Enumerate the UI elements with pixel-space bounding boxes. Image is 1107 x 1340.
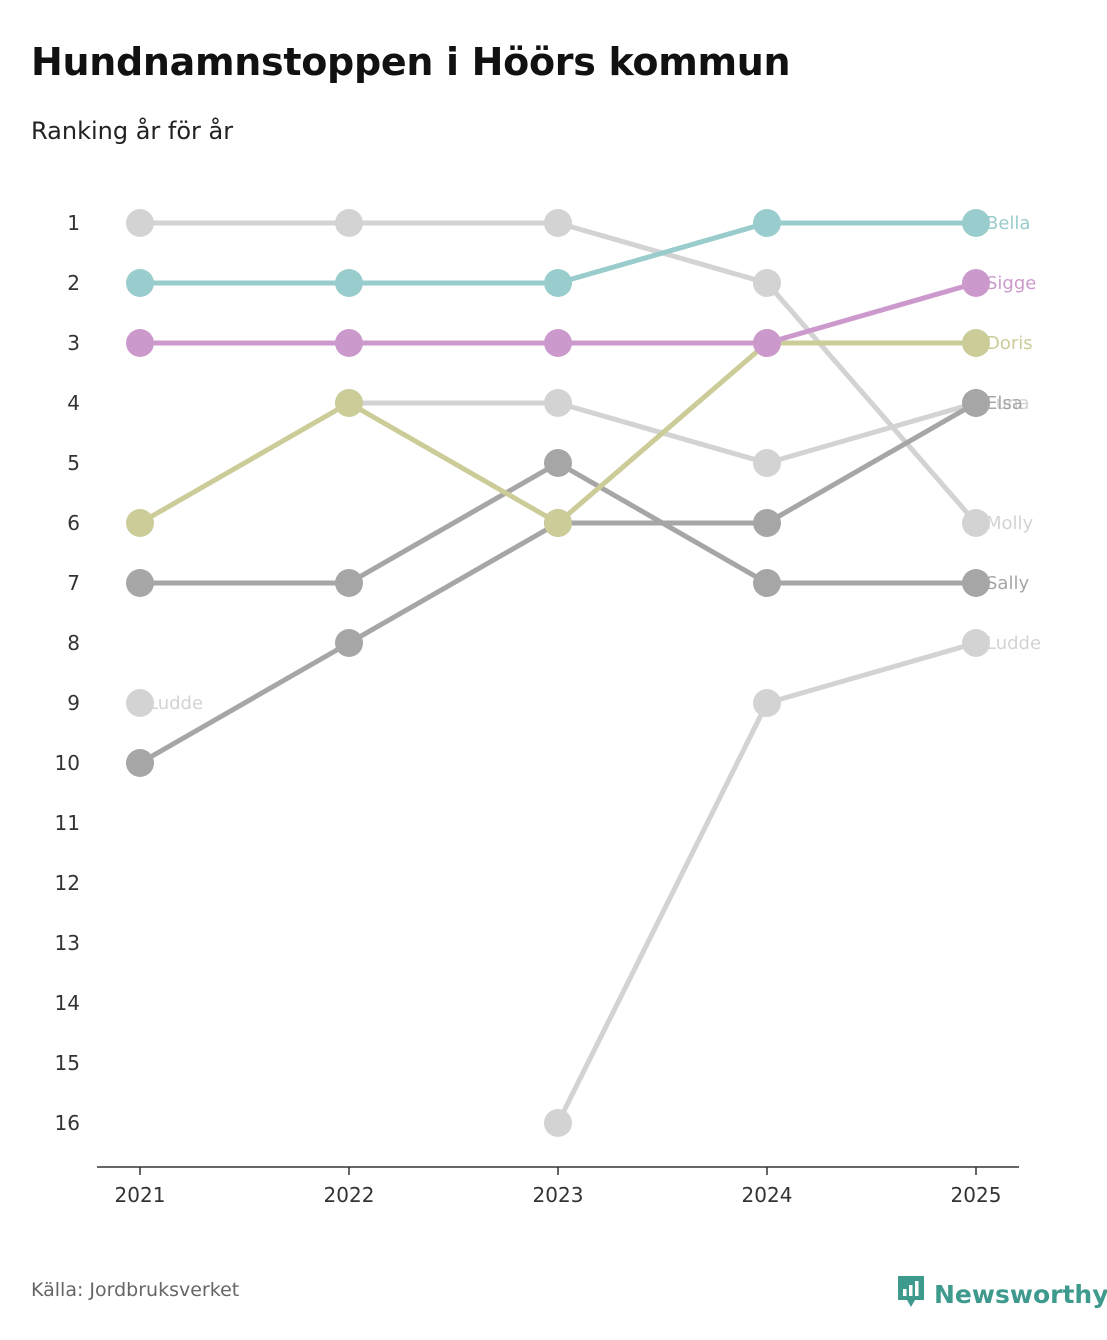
data-point-sally[interactable]	[544, 449, 572, 477]
data-point-sally[interactable]	[753, 569, 781, 597]
newsworthy-brand[interactable]: Newsworthy	[896, 1274, 1107, 1314]
series-line-doris	[137, 400, 352, 526]
series-label-sally: Sally	[986, 573, 1029, 594]
data-point-doris[interactable]	[335, 389, 363, 417]
series-line-ludde	[555, 700, 770, 1126]
series-label-sigge: Sigge	[986, 273, 1036, 294]
y-tick-label: 5	[67, 451, 80, 475]
series-label-molly: Molly	[986, 513, 1034, 534]
y-tick-label: 4	[67, 391, 80, 415]
data-point-elsa[interactable]	[335, 629, 363, 657]
data-point-luna[interactable]	[544, 389, 572, 417]
data-point-sigge[interactable]	[544, 329, 572, 357]
series-line-elsa	[137, 640, 352, 766]
y-tick-label: 1	[67, 211, 80, 235]
data-point-doris[interactable]	[544, 509, 572, 537]
data-point-sigge[interactable]	[962, 269, 990, 297]
data-point-luna[interactable]	[753, 449, 781, 477]
data-point-ludde[interactable]	[962, 629, 990, 657]
series-lines	[137, 220, 979, 1126]
series-label-ludde: Ludde	[986, 633, 1041, 654]
series-label-bella: Bella	[986, 213, 1030, 234]
data-point-ludde[interactable]	[753, 689, 781, 717]
series-line-bella	[555, 220, 770, 286]
series-points	[126, 209, 990, 1137]
y-tick-label: 13	[55, 931, 80, 955]
series-line-elsa	[346, 520, 561, 646]
newsworthy-logo-icon	[896, 1274, 926, 1314]
data-point-molly[interactable]	[544, 209, 572, 237]
series-label-luna: Luna	[986, 393, 1030, 414]
data-point-molly[interactable]	[753, 269, 781, 297]
data-point-bella[interactable]	[126, 269, 154, 297]
data-point-molly[interactable]	[962, 509, 990, 537]
data-point-elsa[interactable]	[753, 509, 781, 537]
data-point-bella[interactable]	[753, 209, 781, 237]
x-tick-label: 2023	[533, 1183, 584, 1207]
data-point-sigge[interactable]	[126, 329, 154, 357]
x-tick-label: 2021	[115, 1183, 166, 1207]
y-tick-label: 12	[55, 871, 80, 895]
data-point-doris[interactable]	[126, 509, 154, 537]
y-tick-label: 2	[67, 271, 80, 295]
x-tick-label: 2025	[951, 1183, 1002, 1207]
series-line-doris	[555, 340, 770, 526]
data-point-ludde[interactable]	[126, 689, 154, 717]
brand-name: Newsworthy	[934, 1279, 1107, 1309]
data-point-molly[interactable]	[126, 209, 154, 237]
y-tick-label: 15	[55, 1051, 80, 1075]
chart-title: Hundnamnstoppen i Höörs kommun	[31, 40, 791, 84]
y-tick-label: 7	[67, 571, 80, 595]
y-tick-label: 10	[55, 751, 80, 775]
data-point-sigge[interactable]	[753, 329, 781, 357]
data-point-bella[interactable]	[335, 269, 363, 297]
y-tick-label: 6	[67, 511, 80, 535]
data-point-ludde[interactable]	[544, 1109, 572, 1137]
x-tick-label: 2024	[742, 1183, 793, 1207]
series-line-sigge	[764, 280, 979, 346]
series-label-doris: Doris	[986, 333, 1033, 354]
series-line-ludde	[764, 640, 979, 706]
data-point-sally[interactable]	[335, 569, 363, 597]
series-labels: Molly Luna Ludde Ludde Elsa Sally Doris Sigge Be…	[148, 213, 1041, 714]
chart-subtitle: Ranking år för år	[31, 117, 234, 145]
y-tick-label: 3	[67, 331, 80, 355]
data-point-doris[interactable]	[962, 329, 990, 357]
y-tick-label: 9	[67, 691, 80, 715]
series-line-doris	[346, 400, 561, 526]
y-tick-label: 8	[67, 631, 80, 655]
y-tick-label: 16	[55, 1111, 80, 1135]
series-line-molly	[764, 280, 979, 526]
data-point-sigge[interactable]	[335, 329, 363, 357]
x-tick-label: 2022	[324, 1183, 375, 1207]
series-line-elsa	[764, 400, 979, 526]
x-axis: 2021 2022 2023 2024 2025	[97, 1166, 1019, 1207]
series-start-label-ludde: Ludde	[148, 693, 203, 714]
series-line-sally	[346, 460, 561, 586]
y-tick-label: 11	[55, 811, 80, 835]
data-point-bella[interactable]	[544, 269, 572, 297]
data-point-elsa[interactable]	[962, 389, 990, 417]
data-point-molly[interactable]	[335, 209, 363, 237]
data-point-bella[interactable]	[962, 209, 990, 237]
series-label-elsa: Elsa	[986, 393, 1023, 414]
y-tick-label: 14	[55, 991, 80, 1015]
series-line-sally	[555, 460, 770, 586]
data-point-sally[interactable]	[126, 569, 154, 597]
data-point-sally[interactable]	[962, 569, 990, 597]
data-point-elsa[interactable]	[126, 749, 154, 777]
series-line-luna	[764, 400, 979, 466]
source-note: Källa: Jordbruksverket	[31, 1279, 240, 1301]
